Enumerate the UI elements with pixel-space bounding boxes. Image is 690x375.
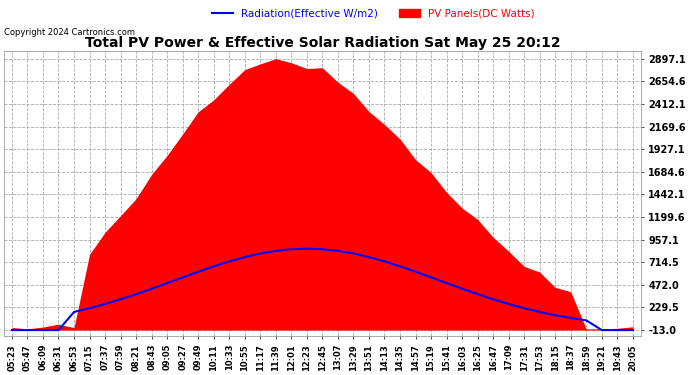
Title: Total PV Power & Effective Solar Radiation Sat May 25 20:12: Total PV Power & Effective Solar Radiati…	[85, 36, 560, 50]
Legend: Radiation(Effective W/m2), PV Panels(DC Watts): Radiation(Effective W/m2), PV Panels(DC …	[208, 5, 539, 23]
Text: Copyright 2024 Cartronics.com: Copyright 2024 Cartronics.com	[4, 28, 135, 37]
